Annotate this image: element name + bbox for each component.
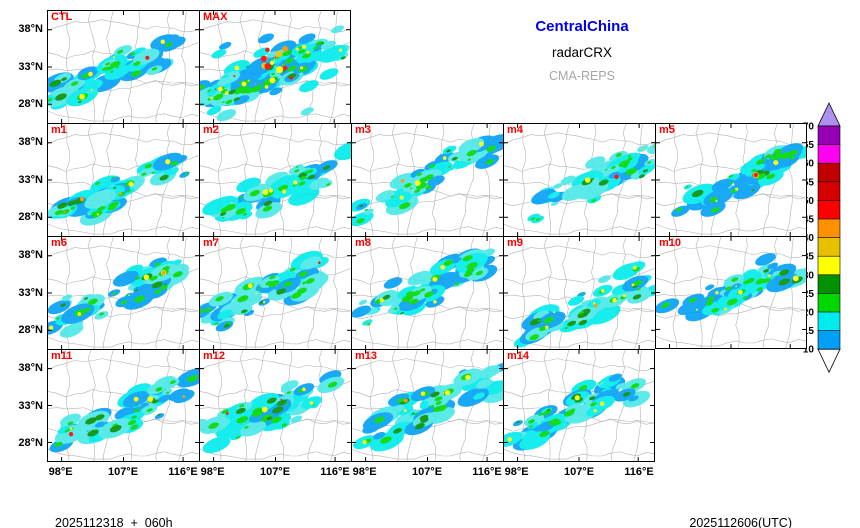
valid-time-utc: 2025112606(UTC) bbox=[689, 516, 792, 528]
map-m11 bbox=[48, 350, 199, 461]
x-tick-label: 98°E bbox=[352, 466, 377, 478]
colorbar-label: 30 bbox=[803, 270, 815, 281]
panel-label-m13: m13 bbox=[355, 350, 378, 362]
x-tick-label: 116°E bbox=[320, 466, 350, 478]
panel-m13: m13 bbox=[351, 349, 503, 462]
panel-label-m1: m1 bbox=[51, 124, 67, 136]
x-tick-label: 107°E bbox=[563, 466, 595, 478]
panel-label-m9: m9 bbox=[507, 237, 523, 249]
panel-label-m14: m14 bbox=[507, 350, 530, 362]
map-m8 bbox=[352, 237, 503, 349]
panel-label-m11: m11 bbox=[51, 350, 73, 362]
y-tick-label: 38°N bbox=[18, 361, 43, 374]
panel-label-m12: m12 bbox=[203, 350, 226, 362]
colorbar-label: 55 bbox=[803, 177, 815, 188]
x-tick-label: 98°E bbox=[504, 466, 529, 478]
map-m7 bbox=[200, 237, 351, 349]
map-max bbox=[200, 11, 350, 123]
x-tick-label: 98°E bbox=[200, 466, 225, 478]
panel-m11: m11 bbox=[47, 349, 199, 462]
map-m12 bbox=[200, 350, 351, 461]
panel-ctl: CTL bbox=[47, 10, 199, 123]
map-m9 bbox=[504, 237, 655, 349]
x-tick-label: 116°E bbox=[168, 466, 198, 478]
panel-label-m10: m10 bbox=[659, 237, 682, 249]
y-tick-label: 38°N bbox=[18, 135, 43, 148]
map-m3 bbox=[352, 124, 503, 236]
model-title: CMA-REPS bbox=[549, 69, 615, 83]
panel-m4: m4 bbox=[503, 123, 655, 236]
colorbar-label: 70 bbox=[803, 122, 815, 133]
colorbar-label: 65 bbox=[803, 140, 815, 151]
y-tick-label: 33°N bbox=[18, 60, 43, 73]
map-m10 bbox=[656, 237, 806, 348]
panel-m10: m10 bbox=[655, 236, 807, 349]
map-m6 bbox=[48, 237, 199, 349]
panel-label-m8: m8 bbox=[355, 237, 371, 249]
y-tick-label: 33°N bbox=[18, 286, 43, 299]
y-tick-label: 33°N bbox=[18, 173, 43, 186]
colorbar: 70 65 60 55 50 45 40 35 30 25 20 15 10 bbox=[790, 100, 848, 382]
map-m4 bbox=[504, 124, 655, 236]
map-m1 bbox=[48, 124, 199, 236]
panel-m14: m14 bbox=[503, 349, 655, 462]
y-tick-label: 28°N bbox=[18, 437, 43, 450]
panel-label-m3: m3 bbox=[355, 124, 371, 136]
footer-init-times: 2025112318 + 060h 2025112402 + 060h bbox=[55, 482, 173, 528]
product-title: radarCRX bbox=[551, 45, 613, 60]
map-ctl bbox=[48, 11, 199, 123]
region-title: CentralChina bbox=[535, 18, 629, 35]
panel-m5: m5 bbox=[655, 123, 807, 236]
footer-valid-times: 2025112606(UTC) 2025112614(CST) bbox=[689, 482, 792, 528]
panel-label-m2: m2 bbox=[203, 124, 219, 136]
map-m5 bbox=[656, 124, 806, 236]
title-block: CentralChina radarCRX CMA-REPS bbox=[492, 18, 672, 83]
y-tick-label: 33°N bbox=[18, 399, 43, 412]
y-tick-label: 28°N bbox=[18, 324, 43, 337]
panel-m7: m7 bbox=[199, 236, 351, 349]
y-tick-label: 28°N bbox=[18, 211, 43, 224]
panel-m12: m12 bbox=[199, 349, 351, 462]
colorbar-label: 20 bbox=[803, 308, 815, 319]
y-tick-label: 38°N bbox=[18, 22, 43, 35]
map-m14 bbox=[504, 350, 654, 461]
y-tick-label: 38°N bbox=[18, 248, 43, 261]
panel-m6: m6 bbox=[47, 236, 199, 349]
panel-max: MAX bbox=[199, 10, 351, 123]
map-m2 bbox=[200, 124, 351, 236]
x-tick-label: 98°E bbox=[48, 466, 73, 478]
colorbar-label: 50 bbox=[803, 196, 815, 207]
panel-m8: m8 bbox=[351, 236, 503, 349]
colorbar-label: 35 bbox=[803, 252, 815, 263]
panel-label-max: MAX bbox=[203, 11, 228, 23]
colorbar-label: 45 bbox=[803, 215, 815, 226]
panel-label-m6: m6 bbox=[51, 237, 67, 249]
x-tick-label: 107°E bbox=[259, 466, 291, 478]
panel-label-m7: m7 bbox=[203, 237, 219, 249]
panel-m1: m1 bbox=[47, 123, 199, 236]
panel-label-ctl: CTL bbox=[51, 11, 73, 23]
panel-label-m5: m5 bbox=[659, 124, 675, 136]
colorbar-label: 15 bbox=[803, 326, 815, 337]
colorbar-label: 60 bbox=[803, 159, 815, 170]
colorbar-label: 10 bbox=[803, 345, 815, 356]
x-tick-label: 107°E bbox=[107, 466, 139, 478]
x-tick-label: 116°E bbox=[472, 466, 502, 478]
map-m13 bbox=[352, 350, 503, 461]
x-tick-label: 116°E bbox=[624, 466, 654, 478]
panel-m2: m2 bbox=[199, 123, 351, 236]
y-tick-label: 28°N bbox=[18, 98, 43, 111]
init-time-line-1: 2025112318 + 060h bbox=[55, 516, 173, 528]
colorbar-label: 40 bbox=[803, 233, 815, 244]
panel-label-m4: m4 bbox=[507, 124, 523, 136]
x-tick-label: 107°E bbox=[411, 466, 443, 478]
panel-m9: m9 bbox=[503, 236, 655, 349]
panel-m3: m3 bbox=[351, 123, 503, 236]
colorbar-label: 25 bbox=[803, 289, 815, 300]
